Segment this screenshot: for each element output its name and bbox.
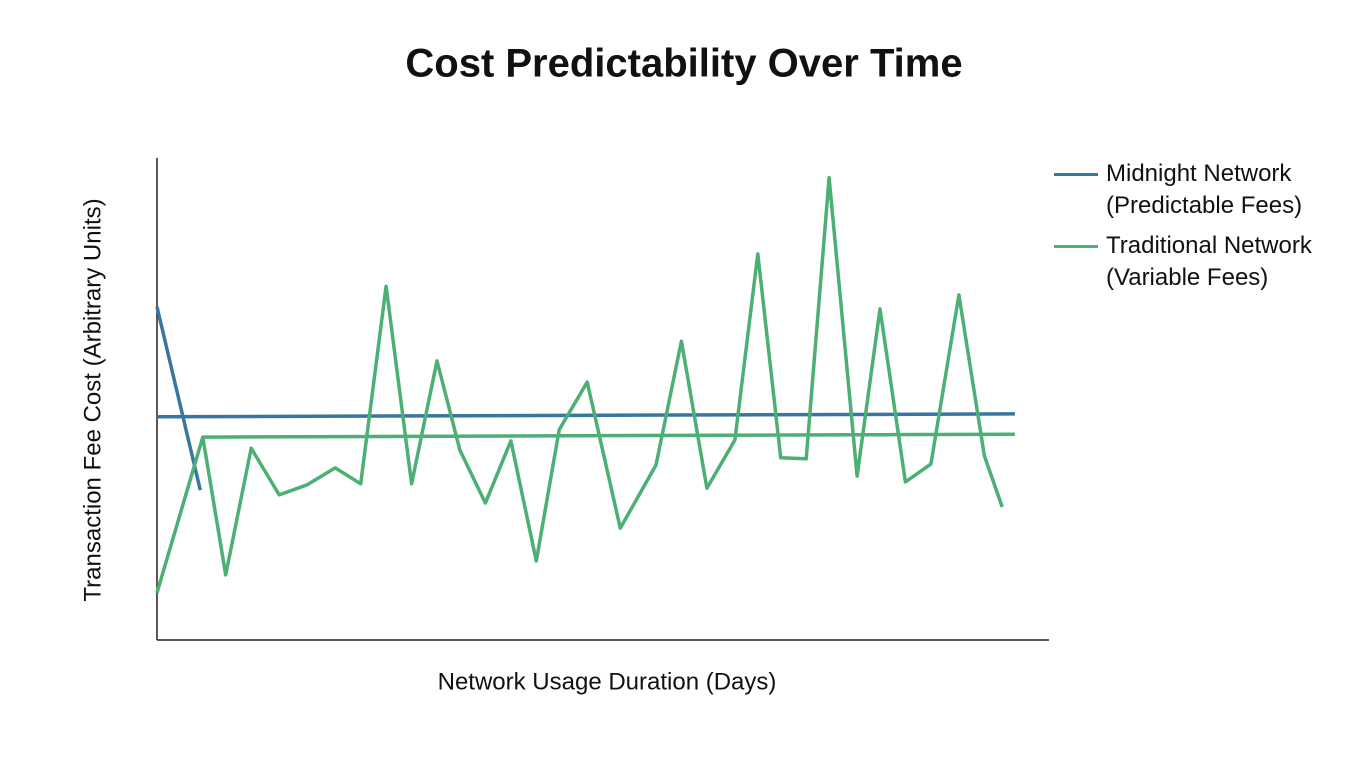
legend-item: Traditional Network (Variable Fees) xyxy=(1054,230,1354,294)
series-line xyxy=(155,176,1015,594)
legend-label: Midnight Network (Predictable Fees) xyxy=(1106,160,1303,219)
x-axis-label: Network Usage Duration (Days) xyxy=(438,668,777,695)
legend-item: Midnight Network (Predictable Fees) xyxy=(1054,158,1354,222)
series-line xyxy=(155,306,1015,491)
legend-swatch xyxy=(1054,245,1098,248)
legend-swatch xyxy=(1054,173,1098,176)
y-axis-label: Transaction Fee Cost (Arbitrary Units) xyxy=(79,198,106,601)
legend: Midnight Network (Predictable Fees) Tradi… xyxy=(1054,158,1354,302)
legend-label: Traditional Network (Variable Fees) xyxy=(1106,232,1312,291)
chart-title: Cost Predictability Over Time xyxy=(405,42,962,86)
